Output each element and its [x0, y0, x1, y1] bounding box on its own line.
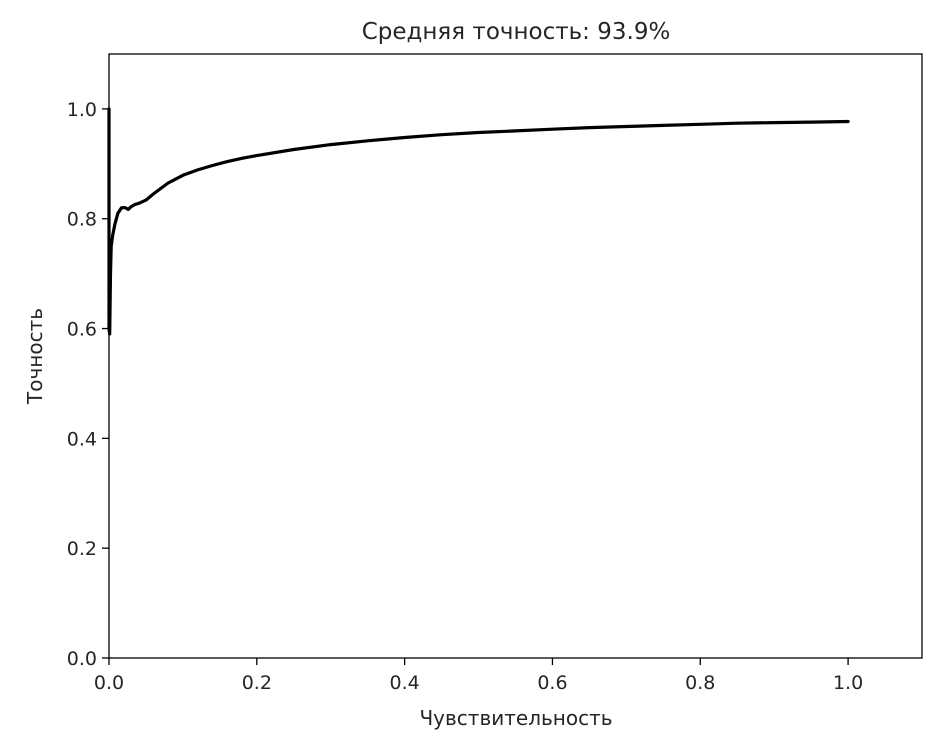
x-tick-label: 0.2	[242, 672, 272, 694]
x-tick-label: 0.6	[537, 672, 567, 694]
x-axis-label: Чувствительность	[419, 706, 612, 730]
x-tick-label: 1.0	[833, 672, 863, 694]
plot-area: 0.0 0.2 0.4 0.6 0.8 1.0 0.0 0.2 0.4 0.6 0.8 1.0	[67, 53, 923, 694]
y-tick-label: 0.0	[67, 648, 97, 670]
chart-title: Средняя точность: 93.9%	[362, 19, 671, 45]
y-tick-label: 0.2	[67, 538, 97, 560]
y-tick-label: 0.6	[67, 319, 97, 341]
x-tick-label: 0.8	[685, 672, 715, 694]
y-tick-label: 1.0	[67, 99, 97, 121]
y-tick-label: 0.8	[67, 209, 97, 231]
y-axis-label: Точность	[23, 308, 47, 405]
y-tick-label: 0.4	[67, 428, 97, 450]
x-tick-label: 0.4	[390, 672, 420, 694]
axes-frame	[108, 53, 923, 659]
x-tick-label: 0.0	[94, 672, 124, 694]
precision-recall-curve	[107, 107, 850, 336]
